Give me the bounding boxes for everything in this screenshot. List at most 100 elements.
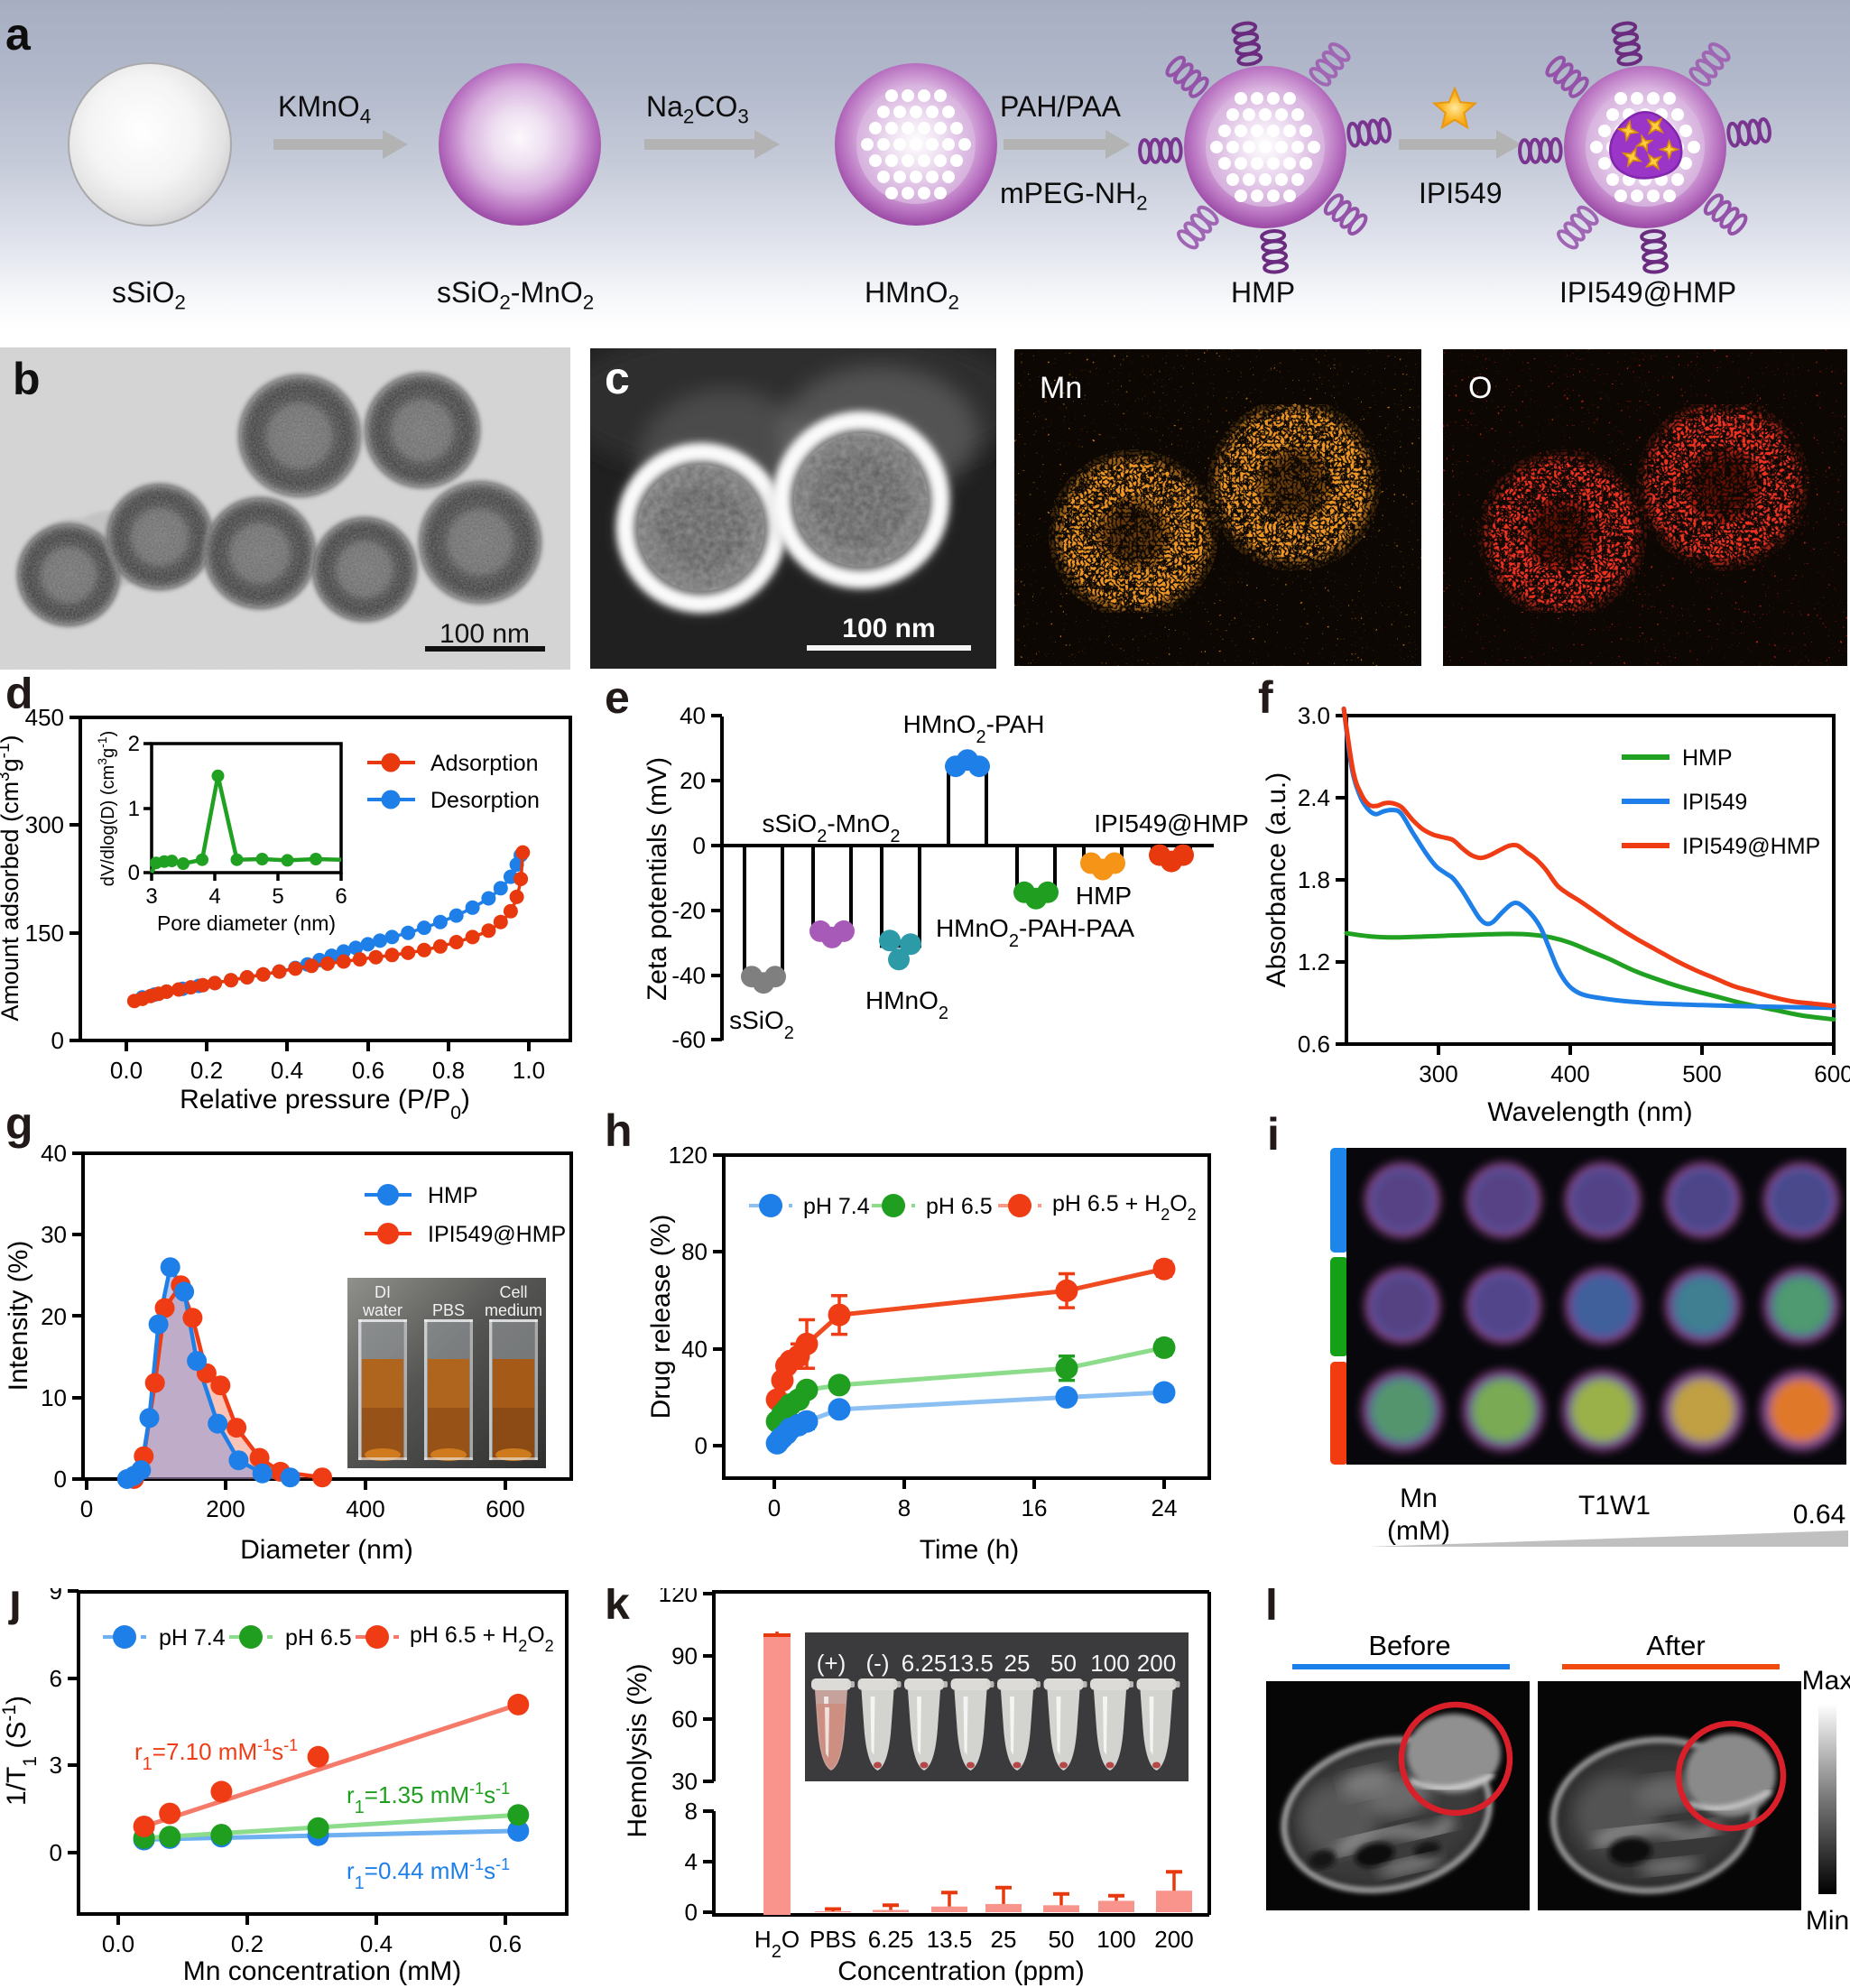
svg-text:pH 7.4: pH 7.4 <box>803 1194 870 1219</box>
svg-text:Max: Max <box>1802 1666 1850 1696</box>
svg-text:8: 8 <box>685 1798 698 1825</box>
svg-text:Pore diameter (nm): Pore diameter (nm) <box>157 911 336 935</box>
svg-text:HMP: HMP <box>1076 882 1132 910</box>
svg-text:0.0: 0.0 <box>102 1930 134 1957</box>
svg-text:0.6: 0.6 <box>1298 1031 1330 1058</box>
svg-text:c: c <box>605 353 630 403</box>
svg-text:0.2: 0.2 <box>190 1057 223 1084</box>
svg-text:(+): (+) <box>817 1650 846 1677</box>
svg-text:r1=7.10 mM-1s-1: r1=7.10 mM-1s-1 <box>134 1736 298 1774</box>
svg-text:sSiO2: sSiO2 <box>729 1006 794 1043</box>
svg-text:HMP: HMP <box>1682 745 1733 771</box>
svg-text:HMnO2: HMnO2 <box>865 986 948 1023</box>
svg-text:pH 7.4: pH 7.4 <box>159 1625 226 1651</box>
svg-text:Intensity (%): Intensity (%) <box>4 1241 33 1392</box>
svg-text:0.0: 0.0 <box>110 1057 143 1084</box>
svg-text:0: 0 <box>128 861 140 885</box>
svg-text:After: After <box>1646 1630 1705 1661</box>
svg-text:Mn concentration (mM): Mn concentration (mM) <box>183 1956 461 1986</box>
svg-text:80: 80 <box>681 1238 708 1265</box>
svg-text:4: 4 <box>208 884 220 909</box>
svg-text:Cell: Cell <box>499 1283 527 1301</box>
svg-text:1: 1 <box>128 797 140 821</box>
svg-text:6: 6 <box>335 884 347 909</box>
svg-text:pH 6.5 + H2O2: pH 6.5 + H2O2 <box>410 1623 554 1655</box>
svg-text:H2O: H2O <box>754 1926 800 1962</box>
svg-text:IPI549: IPI549 <box>1682 790 1747 815</box>
svg-text:60: 60 <box>671 1706 698 1733</box>
svg-text:-40: -40 <box>671 962 706 989</box>
svg-text:500: 500 <box>1682 1060 1721 1087</box>
svg-text:DI: DI <box>375 1283 391 1301</box>
svg-text:0: 0 <box>695 1432 708 1459</box>
svg-text:2: 2 <box>128 732 140 756</box>
svg-text:2.4: 2.4 <box>1298 784 1330 811</box>
svg-text:Drug release (%): Drug release (%) <box>646 1215 676 1419</box>
svg-text:6.25: 6.25 <box>868 1926 914 1953</box>
svg-text:-60: -60 <box>671 1026 706 1053</box>
svg-text:100: 100 <box>1096 1926 1135 1953</box>
svg-text:150: 150 <box>25 920 64 947</box>
svg-text:(-): (-) <box>866 1650 890 1677</box>
svg-text:0: 0 <box>50 1839 62 1866</box>
svg-text:Hemolysis (%): Hemolysis (%) <box>623 1663 652 1837</box>
svg-text:13.5: 13.5 <box>927 1926 973 1953</box>
svg-text:50: 50 <box>1049 1926 1075 1953</box>
svg-text:0: 0 <box>768 1494 781 1521</box>
svg-text:50: 50 <box>1050 1650 1077 1677</box>
svg-text:120: 120 <box>669 1142 708 1169</box>
svg-text:16: 16 <box>1022 1494 1048 1521</box>
svg-text:(mM): (mM) <box>1387 1516 1450 1546</box>
svg-text:i: i <box>1267 1110 1280 1160</box>
svg-text:5: 5 <box>272 884 283 909</box>
svg-text:3: 3 <box>50 1752 62 1779</box>
svg-text:6: 6 <box>50 1665 62 1692</box>
svg-text:24: 24 <box>1152 1494 1178 1521</box>
svg-text:j: j <box>8 1588 22 1625</box>
svg-text:l: l <box>1265 1588 1278 1630</box>
svg-text:25: 25 <box>1004 1650 1031 1677</box>
svg-text:200: 200 <box>1154 1926 1193 1953</box>
svg-text:6.25: 6.25 <box>902 1650 948 1677</box>
svg-text:20: 20 <box>41 1303 67 1330</box>
svg-text:Adsorption: Adsorption <box>430 751 539 776</box>
svg-text:0: 0 <box>693 832 706 859</box>
svg-text:sSiO2-MnO2: sSiO2-MnO2 <box>763 809 901 846</box>
svg-text:O: O <box>1468 371 1492 405</box>
svg-text:0.8: 0.8 <box>432 1057 465 1084</box>
svg-text:1.8: 1.8 <box>1298 866 1330 893</box>
svg-text:PBS: PBS <box>809 1926 856 1953</box>
svg-text:20: 20 <box>680 767 706 794</box>
svg-text:Min: Min <box>1806 1906 1849 1936</box>
svg-text:3.0: 3.0 <box>1298 702 1330 729</box>
svg-text:0.64: 0.64 <box>1793 1500 1845 1530</box>
svg-text:200: 200 <box>206 1495 245 1522</box>
svg-text:100: 100 <box>1090 1650 1129 1677</box>
svg-text:pH 6.5: pH 6.5 <box>285 1625 352 1651</box>
svg-text:30: 30 <box>41 1221 67 1248</box>
svg-text:25: 25 <box>991 1926 1017 1953</box>
svg-text:0.2: 0.2 <box>231 1930 264 1957</box>
svg-text:400: 400 <box>1550 1060 1589 1087</box>
svg-text:water: water <box>362 1301 402 1319</box>
svg-text:dV/dlog(D) (cm3g-1): dV/dlog(D) (cm3g-1) <box>95 731 118 887</box>
svg-text:HMnO2-PAH: HMnO2-PAH <box>903 710 1045 747</box>
svg-text:4: 4 <box>685 1848 698 1875</box>
svg-text:r1=0.44 mM-1s-1: r1=0.44 mM-1s-1 <box>347 1855 510 1893</box>
svg-text:e: e <box>605 677 630 723</box>
svg-text:Wavelength (nm): Wavelength (nm) <box>1487 1097 1692 1127</box>
svg-text:90: 90 <box>671 1642 698 1669</box>
svg-text:400: 400 <box>346 1495 384 1522</box>
svg-text:IPI549@HMP: IPI549@HMP <box>1682 834 1820 859</box>
svg-text:100 nm: 100 nm <box>439 619 530 649</box>
svg-text:1.0: 1.0 <box>513 1057 545 1084</box>
svg-text:3: 3 <box>145 884 157 909</box>
svg-text:medium: medium <box>485 1301 542 1319</box>
svg-text:0.4: 0.4 <box>271 1057 303 1084</box>
svg-text:40: 40 <box>41 1140 67 1167</box>
svg-text:0: 0 <box>51 1027 64 1054</box>
svg-text:Amount adsorbed (cm3g-1): Amount adsorbed (cm3g-1) <box>0 735 23 1021</box>
svg-text:300: 300 <box>25 811 64 838</box>
svg-text:10: 10 <box>41 1384 67 1411</box>
svg-text:1.2: 1.2 <box>1298 948 1330 976</box>
